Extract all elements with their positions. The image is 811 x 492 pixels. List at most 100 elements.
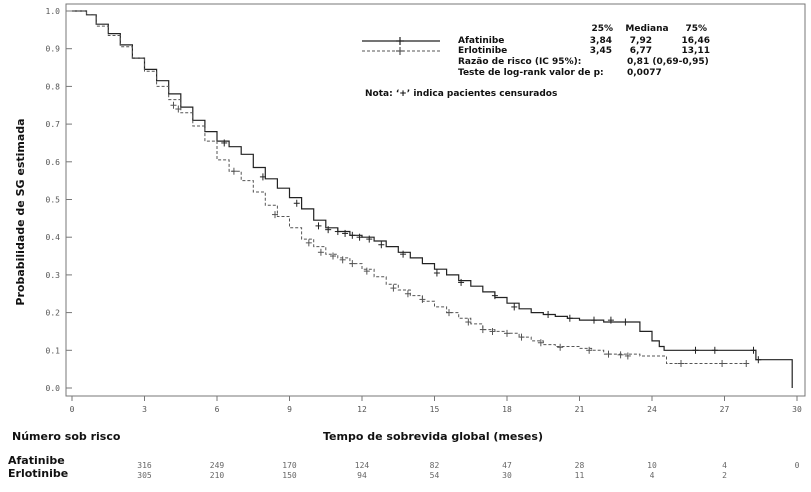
afatinibe-q25: 3,84 [590, 36, 612, 46]
x-tick-label: 15 [430, 405, 440, 414]
x-tick-label: 24 [647, 405, 657, 414]
x-tick-label: 9 [287, 405, 292, 414]
y-axis: 0.0 0.1 0.2 0.3 0.4 0.5 0.6 0.7 0.8 0.9 1.0 [46, 7, 72, 393]
risk-value: 124 [355, 461, 370, 470]
censor-mark-afatinibe [755, 356, 762, 364]
y-tick-label: 0.9 [46, 45, 61, 54]
x-tick-label: 6 [215, 405, 220, 414]
risk-value: 150 [282, 471, 297, 480]
series-line-afatinibe [72, 10, 793, 388]
series-line-erlotinibe [72, 10, 749, 364]
stats-header-q25: 25% [591, 24, 613, 34]
risk-value: 82 [430, 461, 440, 470]
x-tick-label: 0 [70, 405, 75, 414]
censor-mark-erlotinibe [743, 359, 750, 367]
risk-row-label-afatinibe: Afatinibe [8, 454, 65, 467]
stats-header-q75: 75% [685, 24, 707, 34]
risk-value: 305 [137, 471, 152, 480]
censor-mark-afatinibe [293, 199, 300, 207]
risk-table-title: Número sob risco [12, 430, 121, 443]
legend: 25% Mediana 75% Afatinibe 3,84 7,92 16,4… [362, 24, 710, 99]
logrank-value: 0,0077 [627, 68, 662, 78]
risk-value: 0 [795, 461, 800, 470]
censor-mark-afatinibe [692, 346, 699, 354]
censor-mark-afatinibe [342, 229, 349, 237]
x-tick-label: 30 [792, 405, 802, 414]
censor-mark-afatinibe [356, 233, 363, 241]
censor-mark-erlotinibe [272, 211, 278, 219]
censor-mark-afatinibe [591, 316, 597, 324]
censor-mark-afatinibe [349, 231, 356, 239]
censor-mark-afatinibe [334, 228, 341, 236]
y-tick-label: 0.4 [46, 233, 61, 242]
censor-mark-afatinibe [566, 314, 573, 322]
censor-mark-erlotinibe [446, 309, 452, 317]
risk-value: 94 [357, 471, 367, 480]
hazard-ratio-label: Razão de risco (IC 95%): [458, 57, 581, 67]
censor-mark-afatinibe [511, 303, 518, 311]
censor-mark-afatinibe [491, 292, 498, 300]
risk-value: 10 [647, 461, 657, 470]
x-tick-label: 21 [575, 405, 585, 414]
legend-censor-afatinibe [396, 37, 404, 45]
censor-mark-erlotinibe [518, 333, 525, 341]
y-tick-label: 0.8 [46, 82, 61, 91]
y-tick-label: 1.0 [46, 7, 61, 16]
risk-value: 170 [282, 461, 297, 470]
censor-mark-erlotinibe [504, 329, 510, 337]
censor-mark-erlotinibe [363, 267, 370, 275]
x-axis-title: Tempo de sobrevida global (meses) [323, 430, 543, 443]
censor-mark-afatinibe [325, 226, 332, 234]
risk-value: 210 [210, 471, 225, 480]
risk-value: 316 [137, 461, 152, 470]
censor-marks [170, 101, 762, 367]
x-tick-label: 12 [357, 405, 367, 414]
censor-mark-afatinibe [366, 235, 373, 243]
censor-mark-erlotinibe [719, 359, 726, 367]
y-tick-label: 0.5 [46, 196, 61, 205]
risk-value: 47 [502, 461, 512, 470]
risk-value: 249 [210, 461, 225, 470]
y-tick-label: 0.7 [46, 120, 61, 129]
censor-mark-erlotinibe [339, 256, 346, 264]
risk-value: 28 [575, 461, 585, 470]
censor-mark-afatinibe [433, 269, 440, 277]
stats-header-median: Mediana [625, 24, 668, 34]
censor-mark-erlotinibe [330, 252, 336, 260]
y-tick-label: 0.2 [46, 309, 61, 318]
erlotinibe-median: 6,77 [630, 46, 652, 56]
risk-value: 11 [575, 471, 585, 480]
risk-value: 54 [430, 471, 440, 480]
erlotinibe-q25: 3,45 [590, 46, 612, 56]
censor-mark-erlotinibe [617, 351, 624, 359]
censor-mark-erlotinibe [230, 167, 237, 175]
legend-censor-erlotinibe [396, 47, 404, 55]
censor-mark-erlotinibe [419, 295, 426, 303]
censor-mark-erlotinibe [489, 327, 496, 335]
censor-mark-afatinibe [622, 318, 629, 326]
censor-mark-afatinibe [750, 346, 757, 354]
censor-mark-erlotinibe [537, 339, 544, 347]
legend-label-erlotinibe: Erlotinibe [458, 46, 507, 56]
censor-mark-afatinibe [607, 316, 614, 324]
censor-mark-afatinibe [400, 250, 407, 258]
x-tick-label: 27 [720, 405, 730, 414]
censor-mark-afatinibe [221, 139, 228, 147]
risk-row-label-erlotinibe: Erlotinibe [8, 467, 68, 480]
y-tick-label: 0.6 [46, 158, 61, 167]
legend-label-afatinibe: Afatinibe [458, 36, 504, 46]
hazard-ratio-value: 0,81 (0,69-0,95) [627, 57, 709, 67]
risk-value: 4 [650, 471, 655, 480]
censor-mark-erlotinibe [390, 284, 397, 292]
x-tick-label: 18 [502, 405, 512, 414]
y-tick-label: 0.3 [46, 271, 61, 280]
censor-mark-erlotinibe [175, 105, 182, 113]
risk-value: 2 [722, 471, 727, 480]
series-lines [72, 10, 793, 388]
y-tick-label: 0.1 [46, 346, 61, 355]
censor-mark-erlotinibe [479, 326, 486, 334]
risk-value: 30 [502, 471, 512, 480]
censor-mark-erlotinibe [170, 101, 177, 109]
